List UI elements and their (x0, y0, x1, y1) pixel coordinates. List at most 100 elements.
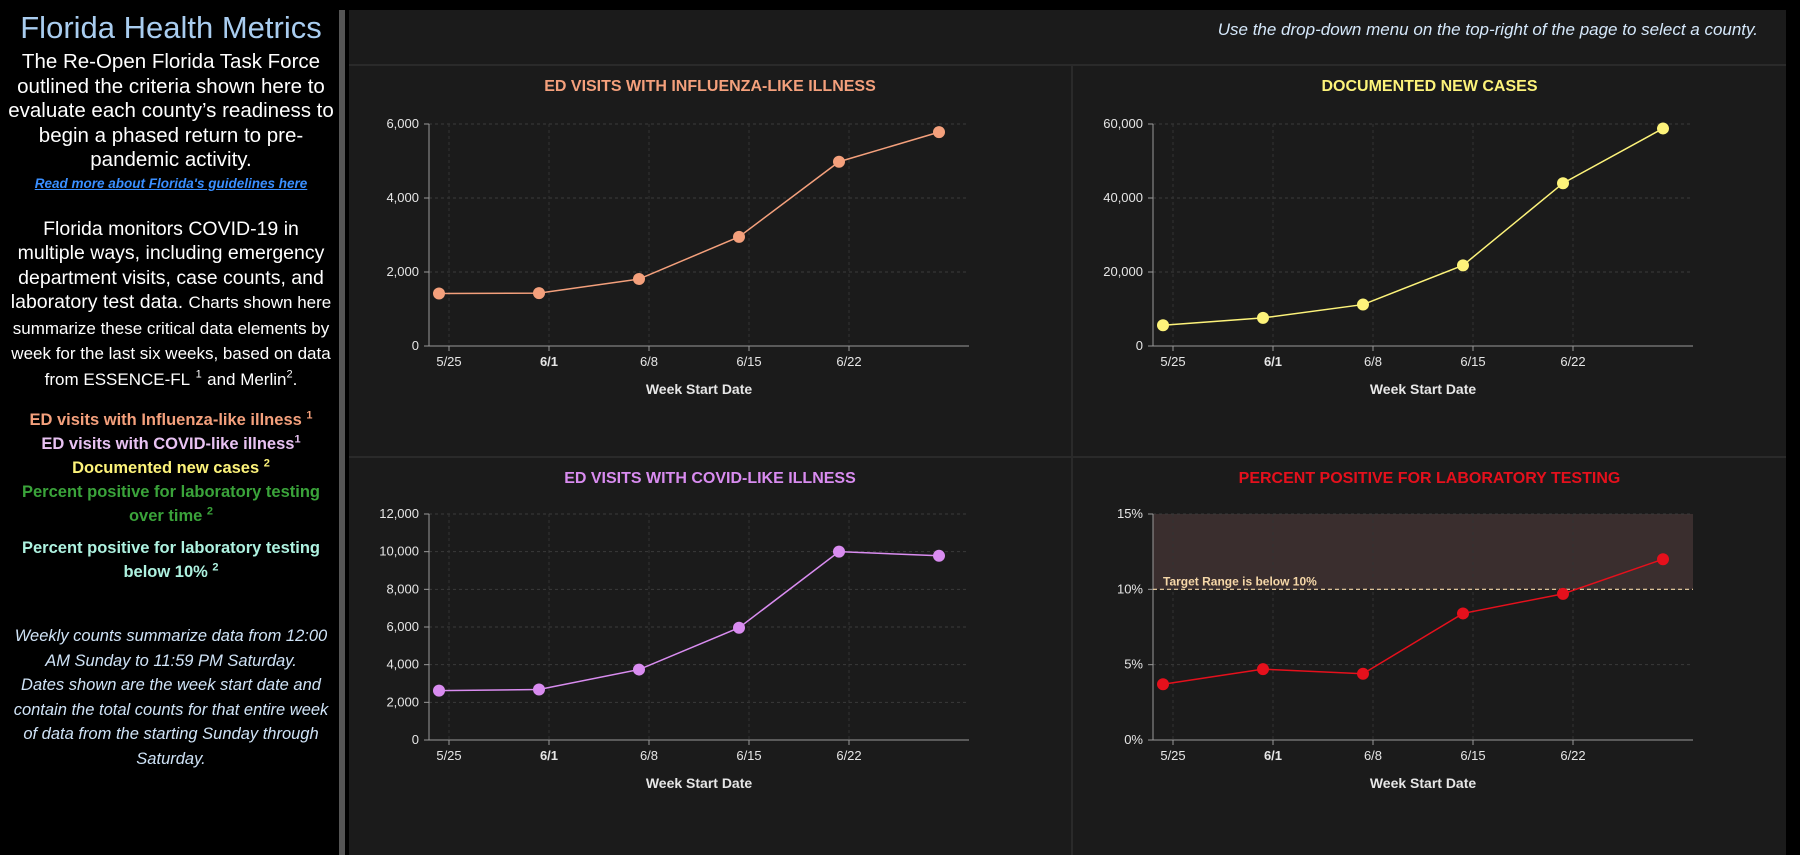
x-tick-label: 6/1 (540, 748, 558, 763)
x-axis-title: Week Start Date (1370, 775, 1477, 791)
data-point (1457, 607, 1469, 620)
data-point (433, 684, 445, 697)
x-tick-label: 6/15 (1460, 354, 1485, 369)
y-tick-label: 4,000 (386, 657, 419, 672)
x-tick-label: 5/25 (1160, 354, 1185, 369)
threshold-label: Target Range is below 10% (1163, 574, 1317, 588)
weekly-notes-counts: Weekly counts summarize data from 12:00 … (14, 627, 328, 670)
monitoring-description: Florida monitors COVID-19 in multiple wa… (8, 217, 334, 393)
y-tick-label: 8,000 (386, 581, 419, 596)
x-tick-label: 6/22 (836, 354, 861, 369)
x-tick-label: 6/8 (1364, 748, 1382, 763)
y-tick-label: 0% (1124, 732, 1143, 747)
y-tick-label: 10,000 (379, 544, 419, 559)
footnote-2: 2 (286, 368, 293, 380)
chart-title: ED VISITS WITH COVID-LIKE ILLNESS (564, 470, 856, 487)
x-tick-label: 6/8 (1364, 354, 1382, 369)
data-point (1557, 177, 1569, 190)
x-tick-label: 6/1 (1264, 748, 1282, 763)
y-tick-label: 2,000 (386, 264, 419, 279)
data-point (1557, 587, 1569, 600)
legend-item-percent-below-target: Percent positive for laboratory testing … (22, 539, 320, 581)
data-point (833, 545, 845, 558)
x-tick-label: 6/22 (1560, 354, 1585, 369)
x-tick-label: 6/15 (736, 354, 761, 369)
header-divider (349, 64, 1786, 66)
data-point (1457, 259, 1469, 272)
data-point (933, 126, 945, 139)
data-point (1657, 553, 1669, 566)
y-tick-label: 60,000 (1103, 116, 1143, 131)
y-tick-label: 2,000 (386, 694, 419, 709)
data-point (933, 549, 945, 562)
data-point (433, 287, 445, 300)
sidebar-scrollbar[interactable] (339, 10, 345, 855)
series-line (438, 131, 940, 295)
x-tick-label: 6/15 (1460, 748, 1485, 763)
data-point (1357, 298, 1369, 311)
chart-cases: 0 20,000 40,000 60,000 5/25 6/1 6/8 6/15 6/22 Wee… (1103, 116, 1693, 397)
y-tick-label: 20,000 (1103, 264, 1143, 279)
y-tick-label: 4,000 (386, 190, 419, 205)
chart-panel-ili: ED VISITS WITH INFLUENZA-LIKE ILLNESS 0 2… (349, 66, 1071, 456)
x-tick-label: 6/1 (1264, 354, 1282, 369)
page-title: Florida Health Metrics (20, 10, 322, 45)
data-point (533, 287, 545, 300)
x-tick-label: 6/22 (1560, 748, 1585, 763)
y-tick-label: 10% (1117, 581, 1143, 596)
data-point (833, 155, 845, 168)
legend-item-cli: ED visits with COVID-like illness1 (41, 433, 301, 453)
chart-panel-pct: PERCENT POSITIVE FOR LABORATORY TESTING … (1073, 458, 1786, 855)
series-line (1162, 558, 1664, 685)
summary-text: Charts shown here summarize these critic… (11, 293, 332, 389)
legend-item-ili: ED visits with Influenza-like illness 1 (29, 409, 313, 429)
chart-panel-cli: ED VISITS WITH COVID-LIKE ILLNESS 0 2,000… (349, 458, 1071, 855)
column-divider (1071, 66, 1073, 855)
threshold-shade (1153, 514, 1693, 590)
sidebar-content: Florida Health Metrics The Re-Open Flori… (8, 10, 334, 771)
data-point (1157, 319, 1169, 332)
row-divider (349, 456, 1786, 458)
y-tick-label: 6,000 (386, 116, 419, 131)
y-tick-label: 6,000 (386, 619, 419, 634)
y-tick-label: 0 (412, 732, 419, 747)
weekly-notes: Weekly counts summarize data from 12:00 … (8, 624, 334, 771)
x-tick-label: 6/8 (640, 354, 658, 369)
data-point (733, 230, 745, 243)
chart-title: PERCENT POSITIVE FOR LABORATORY TESTING (1238, 470, 1621, 487)
chart-pct: 0% 5% 10% 15% 5/25 6/1 6/8 6/15 6/22 Week Start D… (1117, 506, 1693, 791)
legend-item-cases: Documented new cases 2 (72, 457, 270, 477)
y-tick-label: 40,000 (1103, 190, 1143, 205)
dashboard-main: Use the drop-down menu on the top-right … (349, 10, 1786, 855)
x-axis-title: Week Start Date (646, 775, 753, 791)
metric-legend: ED visits with Influenza-like illness 1 … (8, 408, 334, 584)
x-tick-label: 6/22 (836, 748, 861, 763)
data-point (633, 273, 645, 286)
x-axis-title: Week Start Date (1370, 381, 1477, 397)
data-point (1357, 667, 1369, 680)
intro-text: The Re-Open Florida Task Force outlined … (8, 50, 334, 171)
data-point (1157, 678, 1169, 691)
weekly-notes-dates: Dates shown are the week start date and … (13, 676, 329, 768)
x-axis-title: Week Start Date (646, 381, 753, 397)
x-tick-label: 6/15 (736, 748, 761, 763)
y-tick-label: 12,000 (379, 506, 419, 521)
data-point (533, 683, 545, 696)
data-point (1657, 122, 1669, 135)
y-tick-label: 0 (1136, 338, 1143, 353)
legend-item-percent-over-time: Percent positive for laboratory testing … (22, 483, 320, 525)
x-tick-label: 5/25 (436, 354, 461, 369)
chart-title: DOCUMENTED NEW CASES (1321, 78, 1538, 95)
series-line (438, 550, 940, 692)
data-point (633, 663, 645, 676)
data-point (1257, 663, 1269, 676)
x-tick-label: 5/25 (1160, 748, 1185, 763)
instruction-text: Use the drop-down menu on the top-right … (1217, 20, 1758, 39)
guidelines-link[interactable]: Read more about Florida's guidelines her… (34, 175, 308, 191)
chart-ili: 0 2,000 4,000 6,000 5/25 6/1 6/8 6/15 6/22 Week S… (386, 116, 969, 397)
footnote-1: 1 (195, 368, 202, 380)
summary-text-and: and Merlin (207, 369, 287, 389)
y-tick-label: 15% (1117, 506, 1143, 521)
chart-title: ED VISITS WITH INFLUENZA-LIKE ILLNESS (544, 78, 876, 95)
chart-panel-cases: DOCUMENTED NEW CASES 0 20,000 40,000 60,000… (1073, 66, 1786, 456)
